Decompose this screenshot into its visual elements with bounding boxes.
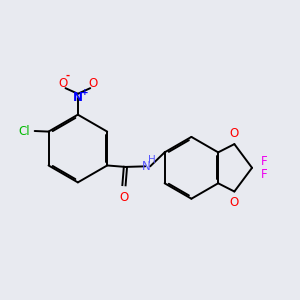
Text: Cl: Cl bbox=[18, 124, 30, 137]
Text: O: O bbox=[58, 77, 67, 90]
Text: O: O bbox=[88, 77, 98, 90]
Text: O: O bbox=[119, 191, 129, 204]
Text: +: + bbox=[80, 88, 88, 97]
Text: N: N bbox=[73, 91, 83, 104]
Text: F: F bbox=[261, 168, 268, 181]
Text: -: - bbox=[66, 71, 70, 81]
Text: H: H bbox=[148, 154, 156, 165]
Text: F: F bbox=[261, 155, 268, 168]
Text: N: N bbox=[142, 160, 151, 173]
Text: O: O bbox=[230, 196, 239, 209]
Text: O: O bbox=[230, 127, 239, 140]
